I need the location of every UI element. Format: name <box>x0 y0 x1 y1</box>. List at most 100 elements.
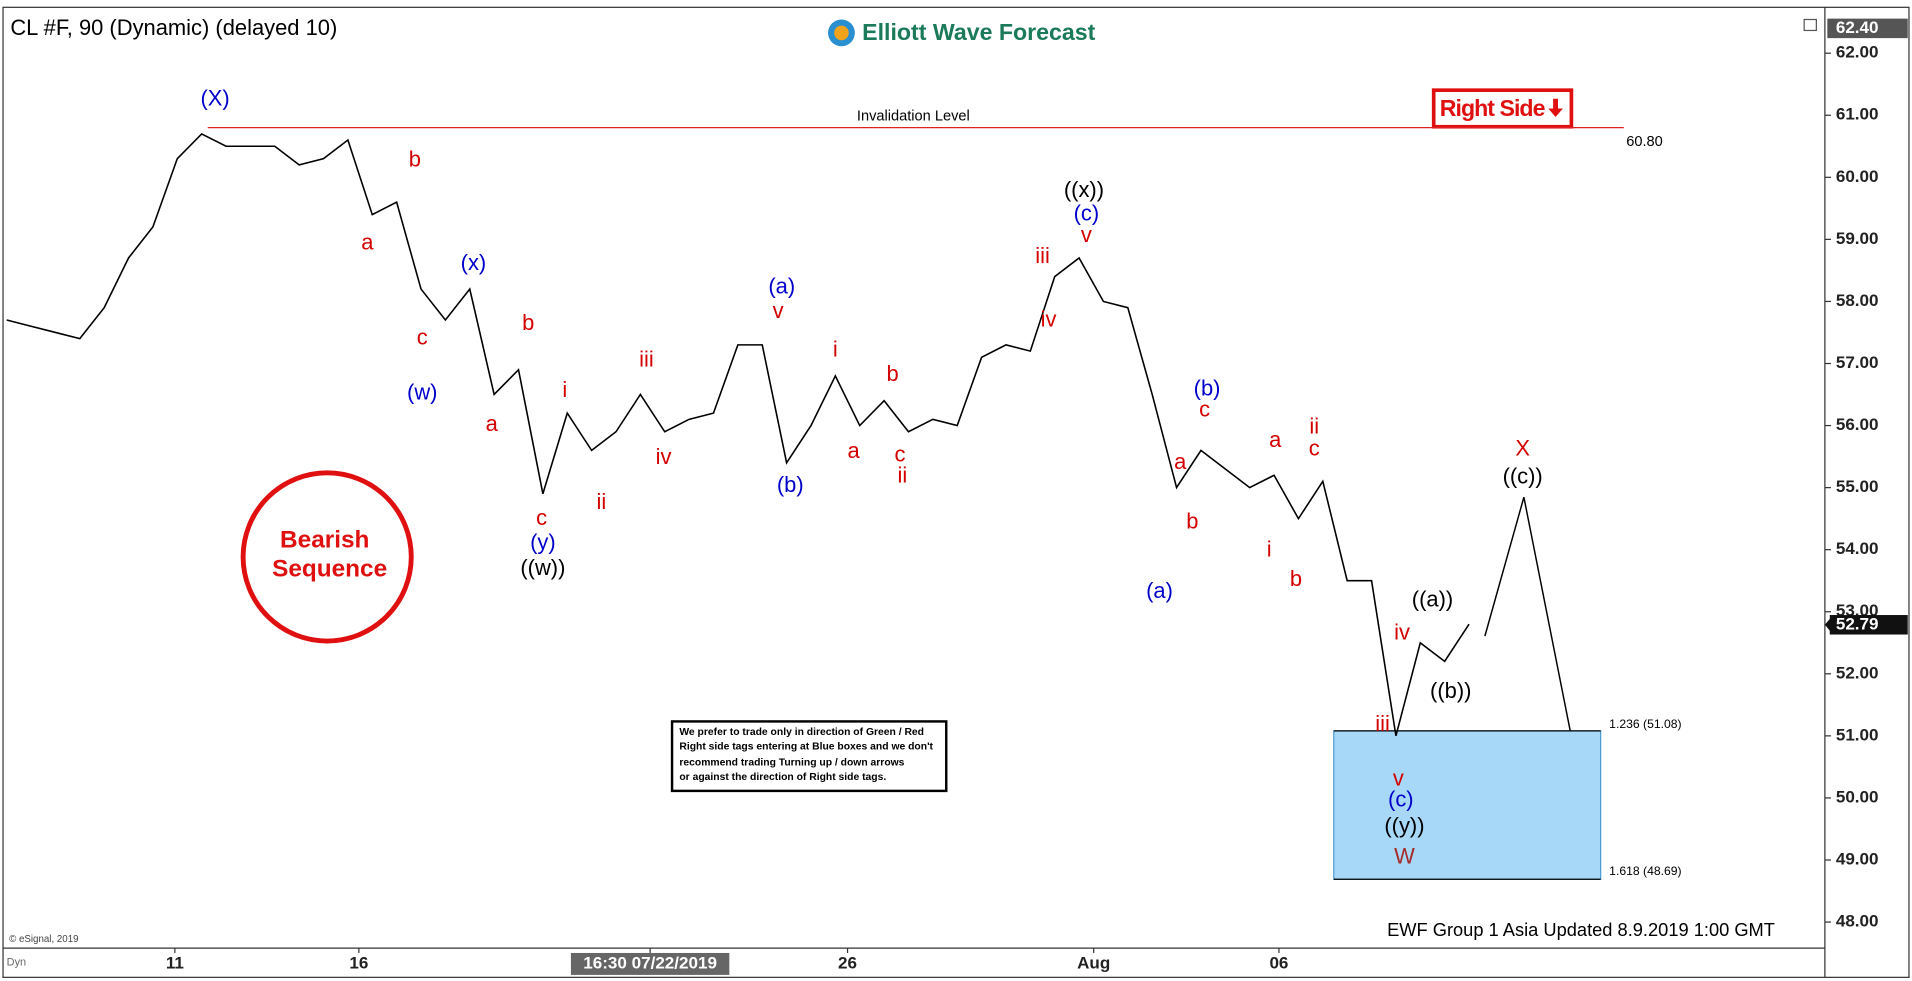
y-tick-label: 51.00 <box>1836 725 1879 744</box>
wave-label: (x) <box>461 250 487 275</box>
wave-label: c <box>1309 435 1320 460</box>
wave-label: b <box>409 147 421 172</box>
wave-label: b <box>1186 509 1198 534</box>
last-price-label: 52.79 <box>1836 614 1879 633</box>
y-tick-label: 49.00 <box>1836 849 1879 868</box>
fib-label: 1.618 (48.69) <box>1609 864 1681 878</box>
wave-label: a <box>361 230 374 255</box>
y-tick-label: 52.00 <box>1836 663 1879 682</box>
wave-label: i <box>562 377 567 402</box>
wave-label: (b) <box>777 472 804 497</box>
y-tick-label: 48.00 <box>1836 912 1879 931</box>
invalidation-label: Invalidation Level <box>857 109 970 125</box>
y-tick-label: 57.00 <box>1836 353 1879 372</box>
x-tick-label: Aug <box>1077 953 1110 972</box>
disclaimer-line: recommend trading Turning up / down arro… <box>679 758 904 769</box>
x-tick-label: 06 <box>1269 953 1288 972</box>
wave-label: b <box>1290 566 1302 591</box>
x-tick-label: 26 <box>838 953 857 972</box>
window-button[interactable] <box>1803 18 1817 32</box>
wave-label: (a) <box>1146 578 1173 603</box>
projection-path <box>1484 497 1582 787</box>
wave-label: (b) <box>1194 376 1221 401</box>
wave-label: W <box>1394 844 1415 869</box>
wave-label: ii <box>898 462 908 487</box>
wave-label: a <box>1269 427 1282 452</box>
wave-label: iv <box>1041 306 1057 331</box>
wave-label: ((b)) <box>1430 678 1471 703</box>
tag-text: Right Side <box>1440 95 1546 121</box>
target-box <box>1333 730 1602 880</box>
wave-label: c <box>536 505 547 530</box>
fib-label: 1.236 (51.08) <box>1609 717 1681 731</box>
badge-circle <box>240 470 414 644</box>
wave-label: (c) <box>1388 786 1414 811</box>
wave-label: a <box>1174 449 1187 474</box>
footer-note: EWF Group 1 Asia Updated 8.9.2019 1:00 G… <box>1387 919 1775 940</box>
bearish-badge: Bearish Sequence <box>240 470 414 644</box>
y-tick-label: 58.00 <box>1836 291 1879 310</box>
y-tick-label: 62.00 <box>1836 43 1879 62</box>
wave-label: a <box>848 438 861 463</box>
wave-label: iii <box>1375 711 1390 736</box>
y-tick-label: 50.00 <box>1836 787 1879 806</box>
copyright: © eSignal, 2019 <box>9 934 78 945</box>
wave-label: (c) <box>1074 200 1100 225</box>
wave-label: (w) <box>407 379 437 404</box>
high-price-box <box>1827 18 1908 39</box>
badge-line: Bearish <box>280 527 369 554</box>
wave-label: (X) <box>200 86 229 111</box>
tag-arrow <box>1548 98 1563 117</box>
y-tick-label: 54.00 <box>1836 539 1879 558</box>
invalidation-value: 60.80 <box>1626 134 1663 150</box>
wave-label: (y) <box>530 529 556 554</box>
x-tick-label: 16:30 07/22/2019 <box>583 953 717 972</box>
wave-label: iv <box>656 444 672 469</box>
logo-icon-inner <box>834 25 849 41</box>
last-price-pointer <box>1824 617 1831 633</box>
wave-label: b <box>887 361 899 386</box>
disclaimer: We prefer to trade only in direction of … <box>670 720 948 793</box>
wave-label: X <box>1515 435 1530 460</box>
wave-label: i <box>833 337 838 362</box>
wave-label: c <box>894 442 905 467</box>
frame <box>2 6 1910 978</box>
wave-label: a <box>486 411 499 436</box>
y-tick-label: 60.00 <box>1836 167 1879 186</box>
y-tick-label: 55.00 <box>1836 477 1879 496</box>
chart-title: CL #F, 90 (Dynamic) (delayed 10) <box>10 15 337 40</box>
y-tick-label: 61.00 <box>1836 105 1879 124</box>
wave-label: c <box>1199 396 1210 421</box>
wave-label: v <box>773 298 784 323</box>
wave-label: i <box>1267 537 1272 562</box>
wave-label: ((c)) <box>1503 464 1543 489</box>
corner-label: Dyn <box>7 957 26 969</box>
badge-line: Sequence <box>272 556 387 583</box>
brand-logo: Elliott Wave Forecast <box>828 19 1096 47</box>
disclaimer-line: or against the direction of Right side t… <box>679 772 886 783</box>
high-price-label: 62.40 <box>1836 18 1879 37</box>
price-line <box>6 132 1470 737</box>
wave-label: b <box>522 310 534 335</box>
wave-label: ((a)) <box>1412 587 1453 612</box>
wave-label: ((y)) <box>1384 813 1424 838</box>
wave-label: ((w)) <box>520 555 565 580</box>
x-tick-label: 16 <box>349 953 368 972</box>
wave-label: (a) <box>768 273 795 298</box>
right-side-tag: Right Side <box>1431 88 1574 129</box>
wave-label: c <box>417 325 428 350</box>
wave-label: iii <box>639 347 654 372</box>
wave-label: ((x)) <box>1064 177 1104 202</box>
wave-label: iv <box>1394 619 1410 644</box>
last-price-box <box>1829 615 1908 635</box>
disclaimer-line: Right side tags entering at Blue boxes a… <box>679 742 933 753</box>
y-tick-label: 59.00 <box>1836 229 1879 248</box>
crosshair-label-bg <box>570 952 730 975</box>
y-tick-label: 56.00 <box>1836 415 1879 434</box>
wave-label: ii <box>1309 414 1319 439</box>
x-tick-label: 11 <box>166 953 184 972</box>
disclaimer-line: We prefer to trade only in direction of … <box>679 727 924 738</box>
wave-label: iii <box>1035 243 1050 268</box>
